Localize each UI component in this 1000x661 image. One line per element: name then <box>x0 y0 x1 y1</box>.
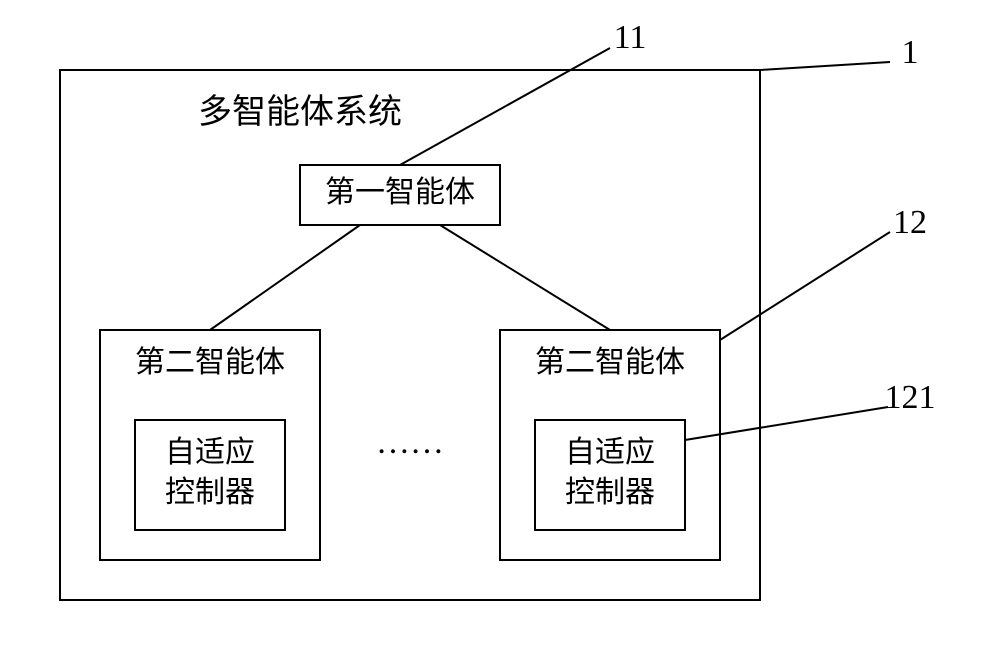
second-agent-label-right: 第二智能体 <box>535 346 685 379</box>
ellipsis: …… <box>376 424 444 461</box>
callout-label-121: 121 <box>885 379 936 416</box>
controller-line1-right: 自适应 <box>565 436 655 469</box>
controller-line1-left: 自适应 <box>165 436 255 469</box>
system-title: 多智能体系统 <box>198 93 402 131</box>
callout-label-12: 12 <box>893 204 927 241</box>
callout-label-11: 11 <box>614 19 647 56</box>
controller-line2-left: 控制器 <box>165 476 255 509</box>
first-agent-label: 第一智能体 <box>325 176 475 209</box>
second-agent-label-left: 第二智能体 <box>135 346 285 379</box>
controller-line2-right: 控制器 <box>565 476 655 509</box>
callout-label-1: 1 <box>902 34 919 71</box>
